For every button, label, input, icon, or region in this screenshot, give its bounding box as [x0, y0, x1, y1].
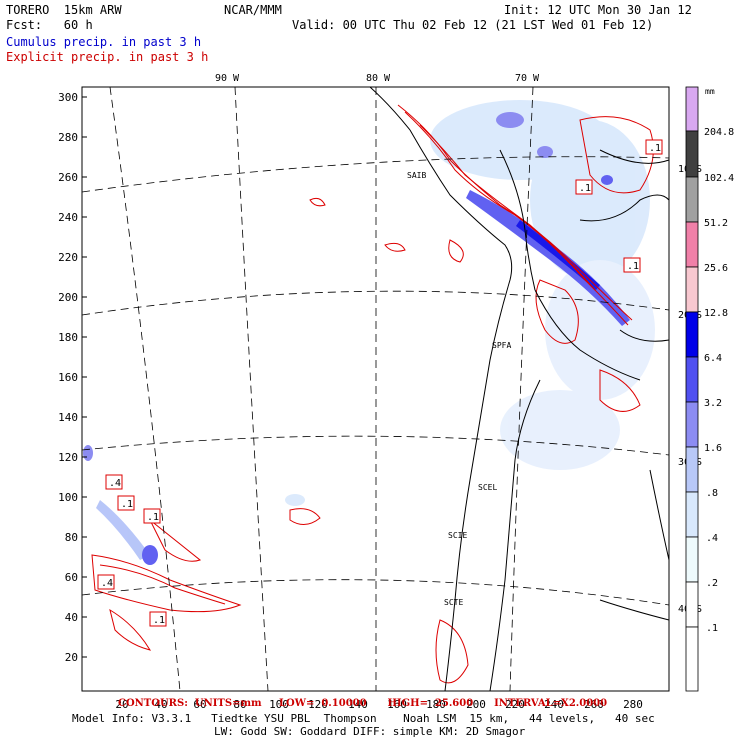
y-tick-100: 100 — [58, 491, 78, 504]
station-scte: SCTE — [444, 598, 463, 607]
lon-labels: 90 W 80 W 70 W — [215, 73, 540, 84]
contours-note: CONTOURS: UNITS=mm LOW= 0.10000 HIGH= 25… — [118, 698, 608, 709]
model-title: TORERO 15km ARW — [6, 3, 122, 17]
precip-shading — [83, 100, 655, 565]
contour-label: .4 — [109, 478, 121, 489]
legend-swatch — [685, 491, 699, 538]
coastline — [369, 86, 670, 692]
contour-label: .1 — [147, 512, 159, 523]
y-tick-60: 60 — [65, 571, 78, 584]
legend-swatch — [685, 86, 699, 132]
station-labels: SAIB SPFA SCEL SCIE SCTE — [407, 171, 511, 607]
legend-swatch — [685, 221, 699, 268]
legend-unit: mm — [705, 87, 715, 96]
legend-level: 51.2 — [704, 218, 728, 229]
x-tick-140: 140 — [348, 698, 368, 711]
y-tick-180: 180 — [58, 331, 78, 344]
legend-swatch — [685, 446, 699, 493]
y-tick-120: 120 — [58, 451, 78, 464]
legend-level: 102.4 — [704, 173, 734, 184]
footer-model-info: Model Info: V3.3.1 Tiedtke YSU PBL Thomp… — [72, 712, 655, 725]
legend-swatch — [685, 626, 699, 692]
org-label: NCAR/MMM — [224, 3, 282, 17]
x-tick-180: 180 — [426, 698, 446, 711]
contour-label: .1 — [153, 615, 165, 626]
y-tick-260: 260 — [58, 171, 78, 184]
legend-level: 25.6 — [704, 263, 728, 274]
station-saib: SAIB — [407, 171, 426, 180]
y-axis-ticks — [82, 96, 87, 658]
station-scel: SCEL — [478, 483, 497, 492]
x-tick-60: 60 — [193, 698, 206, 711]
station-scie: SCIE — [448, 531, 467, 540]
x-tick-80: 80 — [233, 698, 246, 711]
contour-label: .1 — [121, 499, 133, 510]
y-tick-220: 220 — [58, 251, 78, 264]
legend-swatch — [685, 401, 699, 448]
color-legend — [685, 86, 699, 692]
legend-level: .2 — [706, 578, 718, 589]
legend-swatch — [685, 356, 699, 403]
x-tick-120: 120 — [308, 698, 328, 711]
station-spfa: SPFA — [492, 341, 511, 350]
contour-label: .4 — [101, 578, 113, 589]
footer-physics-info: LW: Godd SW: Goddard DIFF: simple KM: 2D… — [214, 725, 526, 738]
x-tick-220: 220 — [505, 698, 525, 711]
y-tick-80: 80 — [65, 531, 78, 544]
y-tick-20: 20 — [65, 651, 78, 664]
legend-level: 6.4 — [704, 353, 722, 364]
explicit-label: Explicit precip. in past 3 h — [6, 50, 209, 64]
lon-label-90w: 90 W — [215, 73, 240, 84]
x-tick-20: 20 — [115, 698, 128, 711]
legend-swatch — [685, 311, 699, 358]
legend-labels: mm 204.8 102.4 51.2 25.6 12.8 6.4 3.2 1.… — [704, 87, 734, 634]
lon-label-70w: 70 W — [515, 73, 540, 84]
y-tick-140: 140 — [58, 411, 78, 424]
x-tick-280: 280 — [623, 698, 643, 711]
init-time: Init: 12 UTC Mon 30 Jan 12 — [504, 3, 692, 17]
x-tick-160: 160 — [387, 698, 407, 711]
x-tick-100: 100 — [269, 698, 289, 711]
legend-level: .4 — [706, 533, 718, 544]
legend-swatch — [685, 176, 699, 223]
forecast-hour: Fcst: 60 h — [6, 18, 93, 32]
y-tick-280: 280 — [58, 131, 78, 144]
x-tick-200: 200 — [466, 698, 486, 711]
explicit-contours — [91, 104, 654, 684]
y-tick-160: 160 — [58, 371, 78, 384]
contour-label: .1 — [649, 143, 661, 154]
legend-level: 204.8 — [704, 127, 734, 138]
x-tick-labels: 20 40 60 80 100 120 140 160 180 200 220 … — [115, 698, 643, 711]
cumulus-label: Cumulus precip. in past 3 h — [6, 35, 202, 49]
legend-swatch — [685, 266, 699, 313]
contour-value-labels: .1 .1 .1 .4 .1 .1 .4 .1 — [97, 139, 663, 627]
contour-label: .1 — [627, 261, 639, 272]
x-tick-260: 260 — [584, 698, 604, 711]
valid-time: Valid: 00 UTC Thu 02 Feb 12 (21 LST Wed … — [292, 18, 654, 32]
y-tick-40: 40 — [65, 611, 78, 624]
contour-label: .1 — [579, 183, 591, 194]
y-tick-240: 240 — [58, 211, 78, 224]
y-tick-300: 300 — [58, 91, 78, 104]
legend-level: .1 — [706, 623, 718, 634]
legend-level: 3.2 — [704, 398, 722, 409]
x-tick-40: 40 — [154, 698, 167, 711]
legend-swatch — [685, 536, 699, 583]
y-tick-200: 200 — [58, 291, 78, 304]
latlon-grid — [81, 86, 670, 692]
legend-level: 1.6 — [704, 443, 722, 454]
y-tick-labels: 300 280 260 240 220 200 180 160 140 120 … — [58, 91, 78, 664]
x-tick-240: 240 — [544, 698, 564, 711]
legend-swatch — [685, 130, 699, 178]
legend-level: .8 — [706, 488, 718, 499]
lon-label-80w: 80 W — [366, 73, 391, 84]
legend-swatch — [685, 581, 699, 628]
legend-level: 12.8 — [704, 308, 728, 319]
